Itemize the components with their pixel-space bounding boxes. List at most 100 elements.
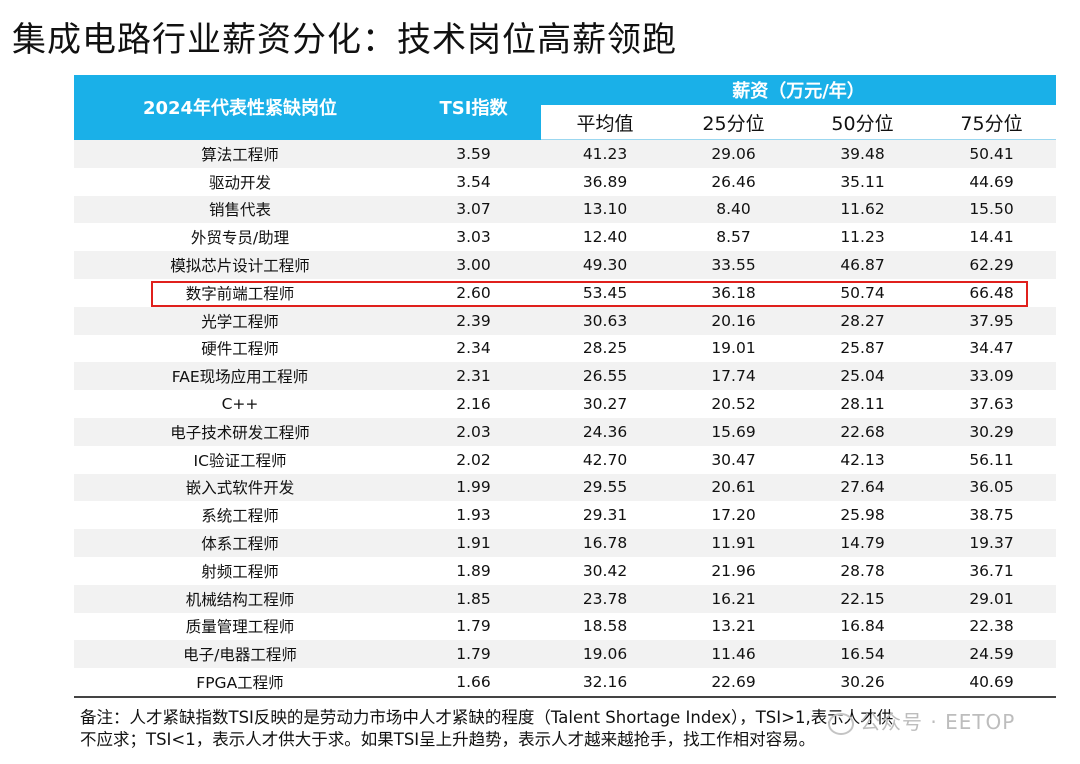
table-row: 机械结构工程师 1.85 23.78 16.21 22.15 29.01 bbox=[74, 584, 1057, 613]
tsi-cell: 1.91 bbox=[406, 529, 541, 557]
salary-avg-cell: 19.06 bbox=[541, 640, 669, 669]
salary-p50-cell: 25.04 bbox=[798, 362, 927, 391]
table-row: 驱动开发 3.54 36.89 26.46 35.11 44.69 bbox=[74, 167, 1057, 196]
salary-p25-cell: 21.96 bbox=[669, 556, 798, 585]
table-row: FPGA工程师 1.66 32.16 22.69 30.26 40.69 bbox=[74, 668, 1057, 696]
tsi-cell: 1.79 bbox=[406, 612, 541, 641]
salary-p25-cell: 8.40 bbox=[669, 195, 798, 224]
position-cell: 电子/电器工程师 bbox=[74, 640, 406, 669]
tsi-cell: 3.03 bbox=[406, 223, 541, 252]
salary-avg-cell: 16.78 bbox=[541, 529, 669, 557]
position-cell: 系统工程师 bbox=[74, 501, 406, 530]
salary-p75-cell: 36.71 bbox=[927, 556, 1057, 585]
salary-p25-cell: 29.06 bbox=[669, 139, 798, 168]
table-row: C++ 2.16 30.27 20.52 28.11 37.63 bbox=[74, 390, 1057, 418]
salary-avg-cell: 42.70 bbox=[541, 445, 669, 474]
salary-avg-cell: 12.40 bbox=[541, 223, 669, 252]
table-row: 数字前端工程师 2.60 53.45 36.18 50.74 66.48 bbox=[74, 278, 1057, 307]
salary-p50-cell: 35.11 bbox=[798, 167, 927, 196]
salary-p25-cell: 17.74 bbox=[669, 362, 798, 391]
table-row: 体系工程师 1.91 16.78 11.91 14.79 19.37 bbox=[74, 529, 1057, 557]
header-salary-avg: 平均值 bbox=[541, 105, 669, 140]
salary-p75-cell: 34.47 bbox=[927, 334, 1057, 363]
position-cell: 驱动开发 bbox=[74, 167, 406, 196]
watermark-text: 公众号 · EETOP bbox=[860, 710, 1016, 734]
tsi-cell: 3.54 bbox=[406, 167, 541, 196]
table-row: 销售代表 3.07 13.10 8.40 11.62 15.50 bbox=[74, 195, 1057, 224]
salary-p25-cell: 16.21 bbox=[669, 584, 798, 613]
header-salary-p50: 50分位 bbox=[798, 105, 927, 140]
salary-p25-cell: 20.61 bbox=[669, 473, 798, 502]
table-row: IC验证工程师 2.02 42.70 30.47 42.13 56.11 bbox=[74, 445, 1057, 474]
salary-p75-cell: 24.59 bbox=[927, 640, 1057, 669]
salary-p75-cell: 19.37 bbox=[927, 529, 1057, 557]
page-title: 集成电路行业薪资分化：技术岗位高薪领跑 bbox=[12, 20, 677, 60]
position-cell: IC验证工程师 bbox=[74, 445, 406, 474]
tsi-cell: 3.00 bbox=[406, 251, 541, 279]
salary-p25-cell: 15.69 bbox=[669, 417, 798, 446]
tsi-cell: 1.93 bbox=[406, 501, 541, 530]
salary-p75-cell: 40.69 bbox=[927, 668, 1057, 696]
salary-avg-cell: 13.10 bbox=[541, 195, 669, 224]
wechat-icon bbox=[828, 712, 854, 735]
salary-avg-cell: 29.31 bbox=[541, 501, 669, 530]
salary-avg-cell: 30.27 bbox=[541, 390, 669, 418]
footnote-line-2: 不应求；TSI<1，表示人才供大于求。如果TSI呈上升趋势，表示人才越来越抢手，… bbox=[80, 730, 816, 749]
salary-p25-cell: 13.21 bbox=[669, 612, 798, 641]
table-row: 电子技术研发工程师 2.03 24.36 15.69 22.68 30.29 bbox=[74, 417, 1057, 446]
salary-avg-cell: 30.42 bbox=[541, 556, 669, 585]
salary-p75-cell: 33.09 bbox=[927, 362, 1057, 391]
salary-p75-cell: 37.63 bbox=[927, 390, 1057, 418]
tsi-cell: 2.34 bbox=[406, 334, 541, 363]
position-cell: 外贸专员/助理 bbox=[74, 223, 406, 252]
table-row: 模拟芯片设计工程师 3.00 49.30 33.55 46.87 62.29 bbox=[74, 251, 1057, 279]
table-bottom-rule bbox=[74, 695, 1056, 698]
salary-p50-cell: 25.98 bbox=[798, 501, 927, 530]
footnote-line-1: 备注：人才紧缺指数TSI反映的是劳动力市场中人才紧缺的程度（Talent Sho… bbox=[80, 708, 894, 727]
position-cell: 销售代表 bbox=[74, 195, 406, 224]
salary-p50-cell: 39.48 bbox=[798, 139, 927, 168]
salary-p75-cell: 38.75 bbox=[927, 501, 1057, 530]
salary-p75-cell: 36.05 bbox=[927, 473, 1057, 502]
salary-p25-cell: 11.91 bbox=[669, 529, 798, 557]
position-cell: FPGA工程师 bbox=[74, 668, 406, 696]
tsi-cell: 2.39 bbox=[406, 306, 541, 335]
tsi-cell: 3.59 bbox=[406, 139, 541, 168]
salary-p25-cell: 26.46 bbox=[669, 167, 798, 196]
table-row: 光学工程师 2.39 30.63 20.16 28.27 37.95 bbox=[74, 306, 1057, 335]
salary-p75-cell: 62.29 bbox=[927, 251, 1057, 279]
position-cell: 硬件工程师 bbox=[74, 334, 406, 363]
salary-p25-cell: 19.01 bbox=[669, 334, 798, 363]
salary-p75-cell: 14.41 bbox=[927, 223, 1057, 252]
salary-avg-cell: 53.45 bbox=[541, 278, 669, 307]
table-row: 质量管理工程师 1.79 18.58 13.21 16.84 22.38 bbox=[74, 612, 1057, 641]
tsi-cell: 1.66 bbox=[406, 668, 541, 696]
header-salary-group: 薪资（万元/年） bbox=[541, 75, 1057, 105]
tsi-cell: 1.89 bbox=[406, 556, 541, 585]
salary-p50-cell: 27.64 bbox=[798, 473, 927, 502]
tsi-cell: 2.03 bbox=[406, 417, 541, 446]
salary-p25-cell: 20.16 bbox=[669, 306, 798, 335]
salary-avg-cell: 28.25 bbox=[541, 334, 669, 363]
table-row: 硬件工程师 2.34 28.25 19.01 25.87 34.47 bbox=[74, 334, 1057, 363]
position-cell: 数字前端工程师 bbox=[74, 278, 406, 307]
salary-avg-cell: 41.23 bbox=[541, 139, 669, 168]
salary-p25-cell: 36.18 bbox=[669, 278, 798, 307]
table-row: 射频工程师 1.89 30.42 21.96 28.78 36.71 bbox=[74, 556, 1057, 585]
position-cell: 算法工程师 bbox=[74, 139, 406, 168]
table-row: FAE现场应用工程师 2.31 26.55 17.74 25.04 33.09 bbox=[74, 362, 1057, 391]
salary-p75-cell: 50.41 bbox=[927, 139, 1057, 168]
salary-table: 2024年代表性紧缺岗位 TSI指数 薪资（万元/年） 平均值 25分位 50分… bbox=[74, 75, 1057, 696]
footnote: 备注：人才紧缺指数TSI反映的是劳动力市场中人才紧缺的程度（Talent Sho… bbox=[80, 707, 1040, 751]
position-cell: 电子技术研发工程师 bbox=[74, 417, 406, 446]
salary-avg-cell: 36.89 bbox=[541, 167, 669, 196]
position-cell: FAE现场应用工程师 bbox=[74, 362, 406, 391]
salary-p75-cell: 29.01 bbox=[927, 584, 1057, 613]
salary-p50-cell: 11.62 bbox=[798, 195, 927, 224]
salary-p50-cell: 22.15 bbox=[798, 584, 927, 613]
salary-p75-cell: 15.50 bbox=[927, 195, 1057, 224]
salary-p25-cell: 20.52 bbox=[669, 390, 798, 418]
position-cell: 射频工程师 bbox=[74, 556, 406, 585]
salary-avg-cell: 49.30 bbox=[541, 251, 669, 279]
salary-avg-cell: 24.36 bbox=[541, 417, 669, 446]
